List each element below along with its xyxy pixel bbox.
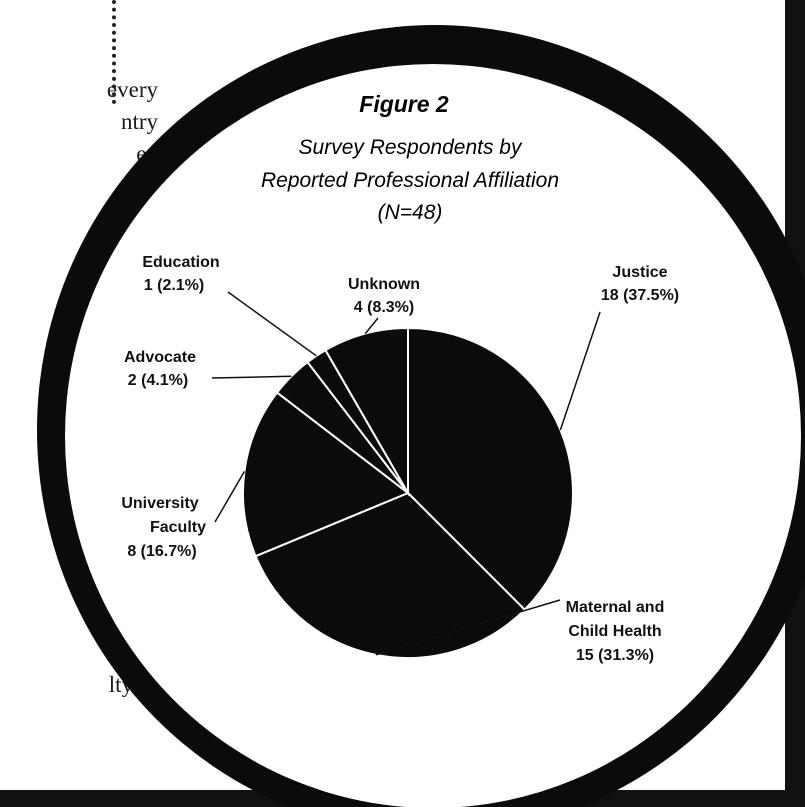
- chart-subtitle-line-1: Survey Respondents by: [299, 136, 523, 159]
- leader-line: [214, 471, 246, 523]
- chart-title: Figure 2: [359, 91, 449, 117]
- leader-line: [559, 311, 601, 431]
- label-justice-name: Justice: [612, 264, 667, 281]
- label-advocate-value: 2 (4.1%): [128, 372, 188, 389]
- pie-slice-university-faculty: [242, 391, 410, 558]
- leader-line: [211, 375, 292, 379]
- leader-lines: [211, 291, 601, 656]
- label-education-name: Education: [142, 254, 219, 271]
- label-unknown-value: 4 (8.3%): [354, 299, 414, 316]
- label-university-line-1: University: [121, 495, 198, 512]
- label-university-line-2: Faculty: [150, 519, 206, 536]
- label-mch-line-2: Child Health: [568, 623, 661, 640]
- dotted-rule: [112, 0, 126, 104]
- body-text-line: ntry: [120, 109, 158, 134]
- label-justice-value: 18 (37.5%): [601, 287, 679, 304]
- leader-line: [227, 291, 317, 357]
- label-mch-value: 15 (31.3%): [576, 647, 654, 664]
- chart-subtitle-line-3: (N=48): [378, 201, 443, 224]
- pie-slice-justice: [407, 326, 574, 612]
- label-mch-line-1: Maternal and: [566, 599, 665, 616]
- body-text-line: every: [106, 77, 158, 102]
- label-unknown-name: Unknown: [348, 276, 420, 293]
- label-university-value: 8 (16.7%): [127, 543, 196, 560]
- pie-slices: [242, 326, 574, 659]
- leader-line: [375, 599, 561, 656]
- label-advocate-name: Advocate: [124, 349, 196, 366]
- pie-slice-unknown: [324, 326, 409, 497]
- label-education-value: 1 (2.1%): [144, 277, 204, 294]
- leader-line: [364, 317, 379, 335]
- chart-subtitle-line-2: Reported Professional Affiliation: [261, 169, 559, 192]
